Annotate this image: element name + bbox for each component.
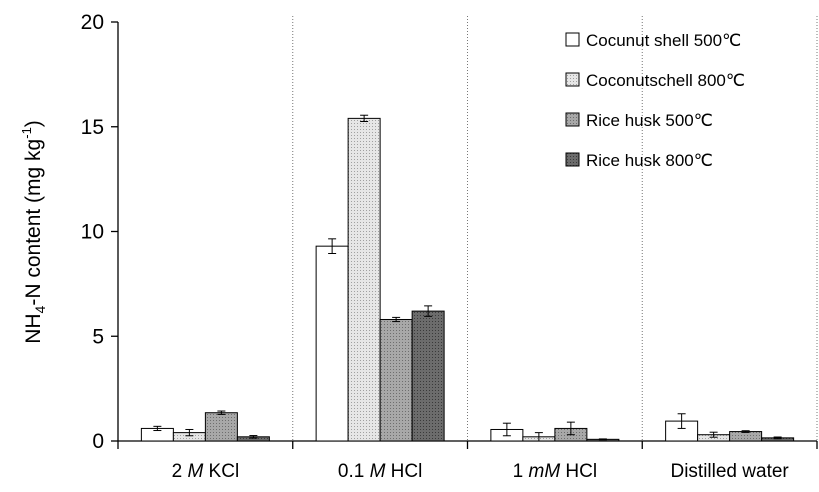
legend-swatch xyxy=(565,32,580,47)
y-axis-label: NH4-N content (mg kg-1) xyxy=(19,120,48,344)
legend-label: Coconutschell 800℃ xyxy=(586,71,745,90)
legend-label: Rice husk 500℃ xyxy=(586,111,713,130)
bar xyxy=(347,117,381,442)
x-category-label: 0.1 M HCl xyxy=(338,461,422,482)
x-category-label: 1 mM HCl xyxy=(513,461,597,482)
legend-swatch xyxy=(565,112,580,127)
legend-swatch xyxy=(565,152,580,167)
y-tick-label: 10 xyxy=(81,221,104,244)
bar xyxy=(379,318,413,442)
x-category-labels: 2 M KCl 0.1 M HCl 1 mM HCl Distilled water xyxy=(172,461,790,482)
x-category-label: 2 M KCl xyxy=(172,461,240,482)
y-tick-label: 15 xyxy=(81,116,104,139)
bar xyxy=(411,310,445,442)
y-tick-label: 5 xyxy=(92,325,104,348)
y-tick-label: 20 xyxy=(81,11,104,34)
bar xyxy=(204,412,238,442)
legend-label: Rice husk 800℃ xyxy=(586,151,713,170)
y-tick-label: 0 xyxy=(92,430,104,453)
legend: Cocunut shell 500℃ Coconutschell 800℃ Rice… xyxy=(565,31,745,170)
bar xyxy=(729,431,763,442)
legend-swatch xyxy=(565,72,580,87)
category-separators xyxy=(292,16,818,441)
legend-label: Cocunut shell 500℃ xyxy=(586,31,741,50)
bars xyxy=(140,114,795,442)
x-category-label: Distilled water xyxy=(670,461,789,482)
y-ticks: 0 5 10 15 20 xyxy=(81,11,118,453)
bar xyxy=(315,245,349,442)
